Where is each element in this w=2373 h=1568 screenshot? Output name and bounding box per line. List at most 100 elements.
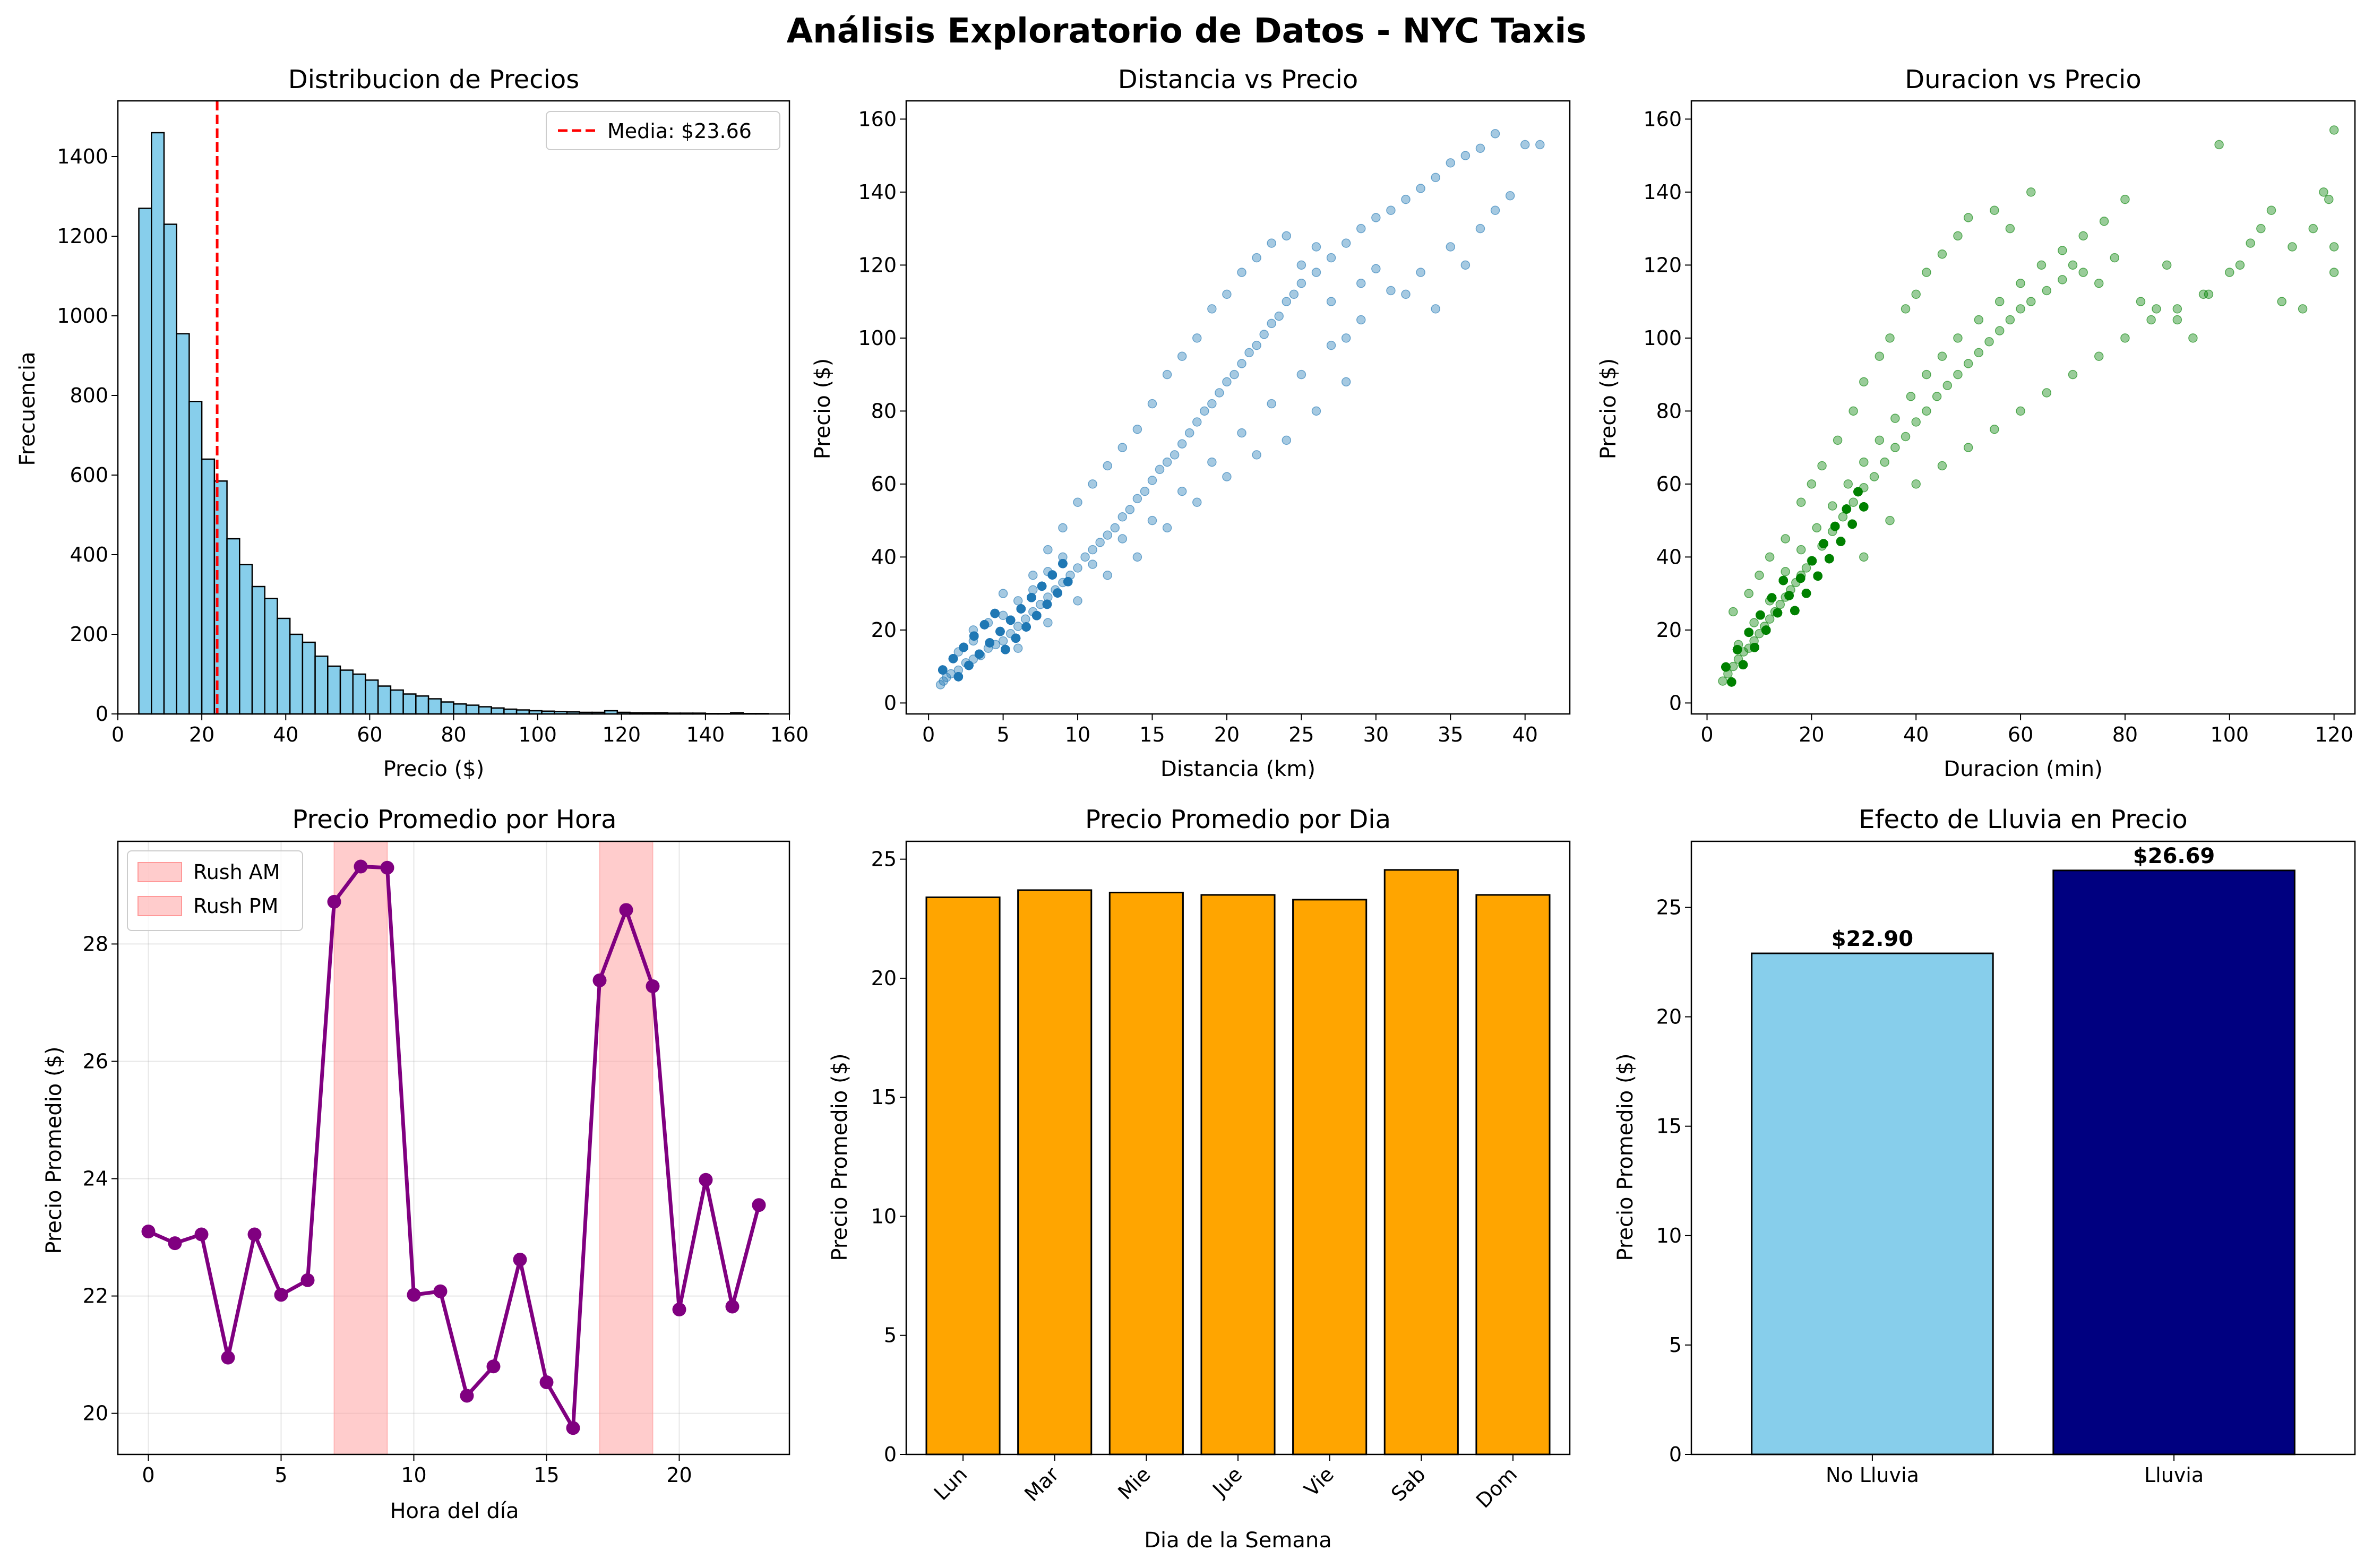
histogram-bar	[427, 698, 442, 715]
scatter-point	[1326, 253, 1336, 263]
hourly-ylabel: Precio Promedio ($)	[42, 1046, 66, 1254]
scatter-point	[2078, 231, 2088, 241]
y-tick-label: 22	[83, 1285, 108, 1308]
histogram-bar	[239, 564, 253, 715]
histogram-bar	[415, 695, 429, 715]
day-bar	[1108, 891, 1184, 1455]
scatter-point	[2204, 289, 2214, 299]
scatter-point	[1341, 333, 1351, 343]
scatter-point	[2005, 315, 2015, 325]
scatter-point	[1207, 399, 1217, 409]
x-tick-label: 100	[518, 723, 557, 746]
scatter-point	[1756, 610, 1765, 620]
scatter-point	[1132, 552, 1142, 562]
scatter-point	[1728, 607, 1738, 617]
y-tick-label: 15	[871, 1085, 897, 1109]
day-bar	[1383, 869, 1459, 1455]
scatter-point	[1252, 253, 1261, 263]
histogram-bar	[339, 669, 354, 715]
y-tick-label: 20	[83, 1402, 108, 1425]
scatter-point	[2246, 238, 2255, 248]
scatter-point	[1237, 268, 1246, 277]
scatter-point	[1791, 578, 1801, 588]
scatter-point	[2256, 223, 2266, 234]
y-tick-label: 100	[858, 326, 897, 350]
scatter-point	[1073, 563, 1082, 573]
scatter-point	[1177, 486, 1187, 496]
y-tick-label: 1000	[57, 304, 108, 328]
scatter-point	[1922, 369, 1931, 380]
scatter-point	[961, 658, 971, 668]
scatter-point	[1733, 654, 1743, 664]
scatter-point	[1990, 425, 1999, 434]
scatter-point	[1021, 622, 1031, 632]
scatter-point	[935, 680, 945, 690]
scatter-point	[1963, 359, 1973, 368]
x-tick-label: 10	[1065, 723, 1090, 746]
rain-bar-value-label: $22.90	[1832, 927, 1913, 951]
day-bar	[1017, 889, 1093, 1455]
rain-tick-label: No Lluvia	[1826, 1463, 1919, 1487]
scatter-point	[1869, 472, 1879, 481]
scatter-point	[1058, 523, 1068, 533]
scatter-point	[2235, 260, 2245, 270]
scatter-point	[1341, 238, 1351, 248]
scatter-point	[1311, 268, 1321, 277]
scatter-point	[968, 636, 978, 646]
scatter-point	[2120, 333, 2130, 343]
scatter-point	[1796, 497, 1806, 507]
scatter-point	[1490, 205, 1500, 215]
y-tick-label: 10	[871, 1204, 897, 1228]
distance-scatter-ylabel: Precio ($)	[811, 358, 835, 460]
scatter-point	[2288, 242, 2297, 252]
histogram-bar	[289, 633, 304, 715]
scatter-point	[1843, 479, 1853, 489]
scatter-point	[1431, 173, 1440, 183]
y-tick-label: 600	[70, 463, 108, 487]
x-tick-label: 60	[2008, 723, 2033, 746]
scatter-point	[1386, 205, 1396, 215]
scatter-point	[1080, 552, 1090, 562]
scatter-point	[1781, 592, 1790, 602]
scatter-point	[1431, 304, 1440, 314]
histogram-bar	[453, 703, 467, 715]
scatter-point	[1237, 359, 1246, 368]
scatter-point	[1274, 311, 1284, 321]
scatter-point	[2110, 253, 2119, 263]
scatter-point	[1475, 143, 1485, 153]
x-tick-label: 140	[686, 723, 725, 746]
hourly-point	[247, 1227, 262, 1242]
scatter-point	[1974, 315, 1984, 325]
scatter-point	[1132, 425, 1142, 434]
scatter-point	[1088, 559, 1097, 569]
scatter-point	[2319, 187, 2328, 197]
scatter-point	[2329, 242, 2339, 252]
scatter-point	[1200, 406, 1209, 416]
scatter-point	[2324, 194, 2334, 204]
scatter-point	[1990, 205, 1999, 215]
y-tick-label: 120	[1643, 253, 1682, 277]
scatter-point	[1155, 464, 1165, 475]
scatter-point	[1259, 330, 1269, 339]
axes-frame	[117, 840, 790, 1455]
scatter-point	[2214, 140, 2224, 150]
scatter-point	[1162, 369, 1172, 380]
scatter-point	[1922, 406, 1931, 416]
scatter-point	[998, 589, 1008, 598]
scatter-point	[995, 626, 1005, 636]
scatter-point	[1207, 457, 1217, 467]
scatter-point	[1847, 519, 1857, 529]
x-tick-label: 60	[357, 723, 382, 746]
histogram-xlabel: Precio ($)	[383, 757, 485, 781]
scatter-point	[2329, 268, 2339, 277]
hourly-point	[380, 860, 394, 875]
y-tick-label: 5	[884, 1324, 897, 1347]
axes-frame	[905, 100, 1571, 715]
scatter-point	[2225, 268, 2234, 277]
scatter-point	[1901, 304, 1911, 314]
histogram-bar	[277, 617, 291, 715]
scatter-point	[1859, 552, 1869, 562]
scatter-point	[1177, 439, 1187, 449]
x-tick-label: 0	[1700, 723, 1713, 746]
scatter-point	[1890, 413, 1900, 423]
